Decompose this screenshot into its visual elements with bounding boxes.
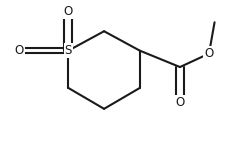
Text: O: O (203, 47, 213, 60)
Text: O: O (14, 44, 24, 57)
Text: O: O (63, 5, 73, 18)
Text: S: S (64, 44, 72, 57)
Text: O: O (175, 96, 184, 109)
